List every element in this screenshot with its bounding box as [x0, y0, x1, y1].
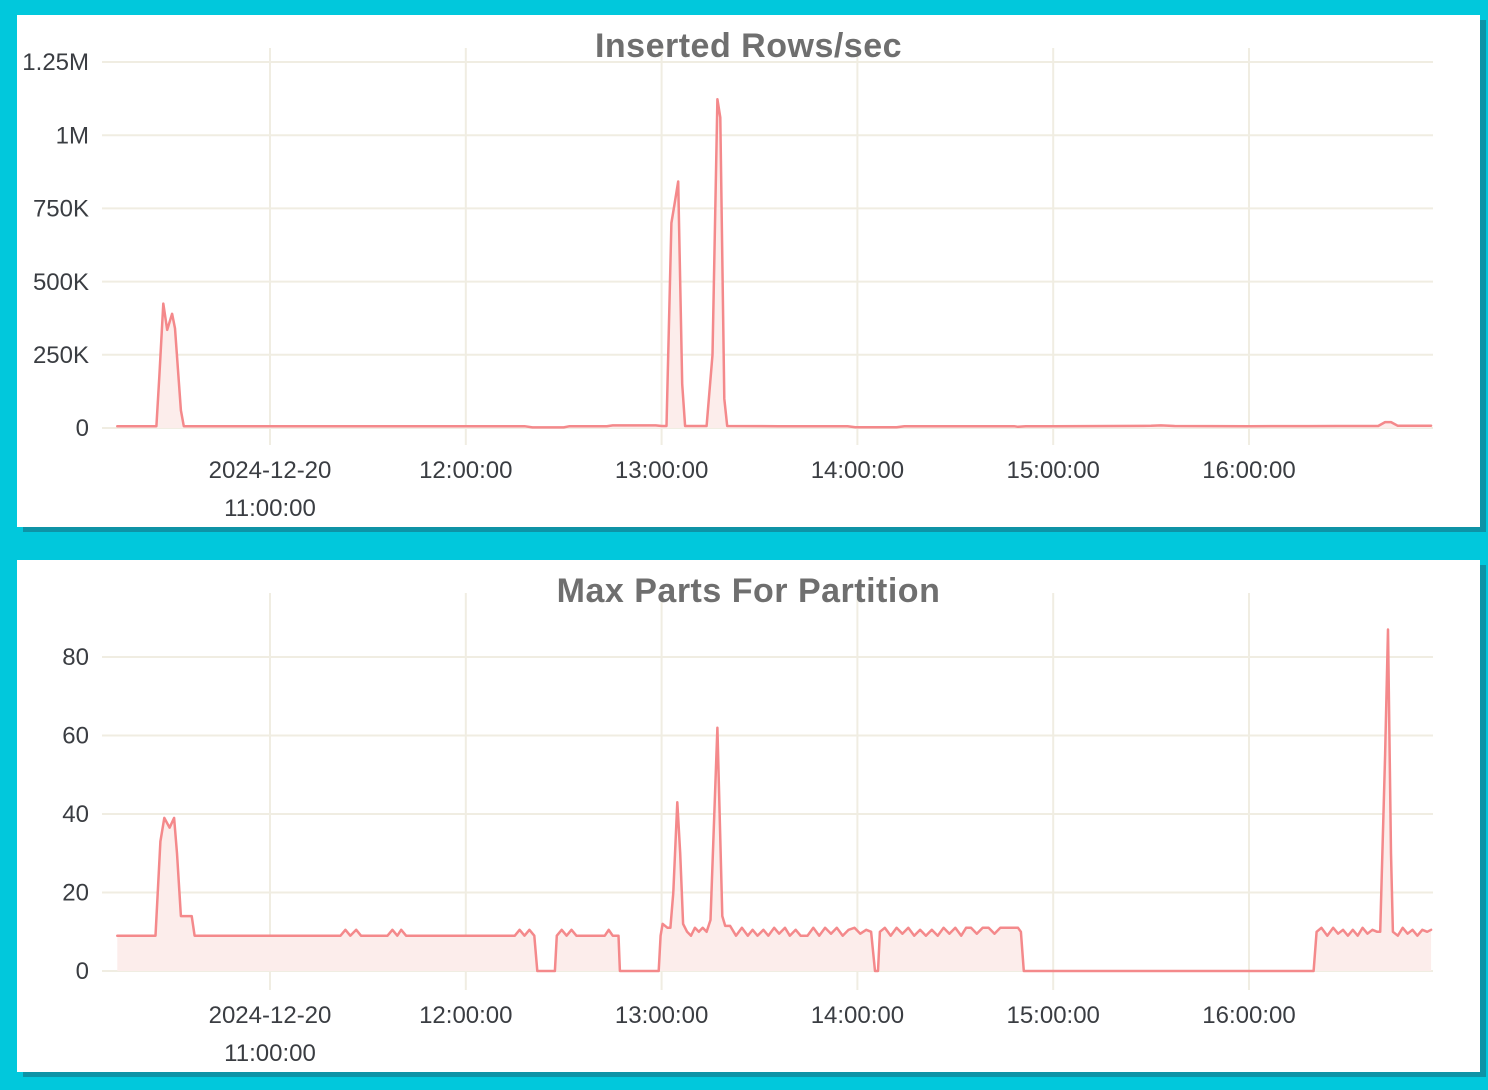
x-tick-label: 14:00:00: [811, 1002, 904, 1029]
y-tick-label: 0: [76, 958, 89, 985]
x-tick-label: 15:00:00: [1006, 1002, 1099, 1029]
area-fill: [117, 99, 1432, 428]
series-line: [116, 97, 1433, 429]
y-tick-label: 750K: [33, 196, 89, 223]
x-tick-label: 11:00:00: [224, 495, 316, 522]
y-tick-label: 60: [62, 723, 89, 750]
axis-tick-labels: 0 250K 500K 750K 1M 1.25M 2024-12-20 11:00:00 12…: [22, 49, 1295, 522]
x-tick-label: 13:00:00: [615, 457, 708, 484]
chart-max-parts[interactable]: 0 20 40 60 80 2024-12-20 11:00:00 12:00:00 13:00…: [17, 560, 1480, 1072]
x-tick-label: 14:00:00: [811, 457, 904, 484]
x-tick-label: 13:00:00: [615, 1002, 708, 1029]
x-tick-label: 2024-12-20: [209, 1002, 332, 1029]
axis-tick-labels: 0 20 40 60 80 2024-12-20 11:00:00 12:00:00 13:00…: [62, 644, 1295, 1067]
y-tick-label: 500K: [33, 269, 89, 296]
y-tick-label: 20: [62, 880, 89, 907]
y-tick-label: 250K: [33, 342, 89, 369]
x-tick-label: 16:00:00: [1202, 1002, 1295, 1029]
y-tick-label: 40: [62, 801, 89, 828]
area-fill: [117, 629, 1432, 971]
x-tick-label: 2024-12-20: [209, 457, 332, 484]
x-tick-label: 16:00:00: [1202, 457, 1295, 484]
y-tick-label: 1.25M: [22, 49, 89, 76]
panel-max-parts: Max Parts For Partition 0 20 40 60 80 2024-12…: [17, 560, 1480, 1072]
x-tick-label: 11:00:00: [224, 1040, 316, 1067]
series-line: [116, 628, 1433, 973]
x-tick-label: 12:00:00: [419, 457, 512, 484]
chart-inserted-rows[interactable]: 0 250K 500K 750K 1M 1.25M 2024-12-20 11:00:00 12…: [17, 15, 1480, 527]
y-tick-label: 1M: [56, 122, 89, 149]
panel-inserted-rows: Inserted Rows/sec 0 250K 500K 750K 1M 1.25M 20…: [17, 15, 1480, 527]
gridlines: [102, 593, 1433, 990]
x-tick-label: 15:00:00: [1006, 457, 1099, 484]
y-tick-label: 0: [76, 415, 89, 442]
x-tick-label: 12:00:00: [419, 1002, 512, 1029]
gridlines: [102, 48, 1433, 445]
y-tick-label: 80: [62, 644, 89, 671]
